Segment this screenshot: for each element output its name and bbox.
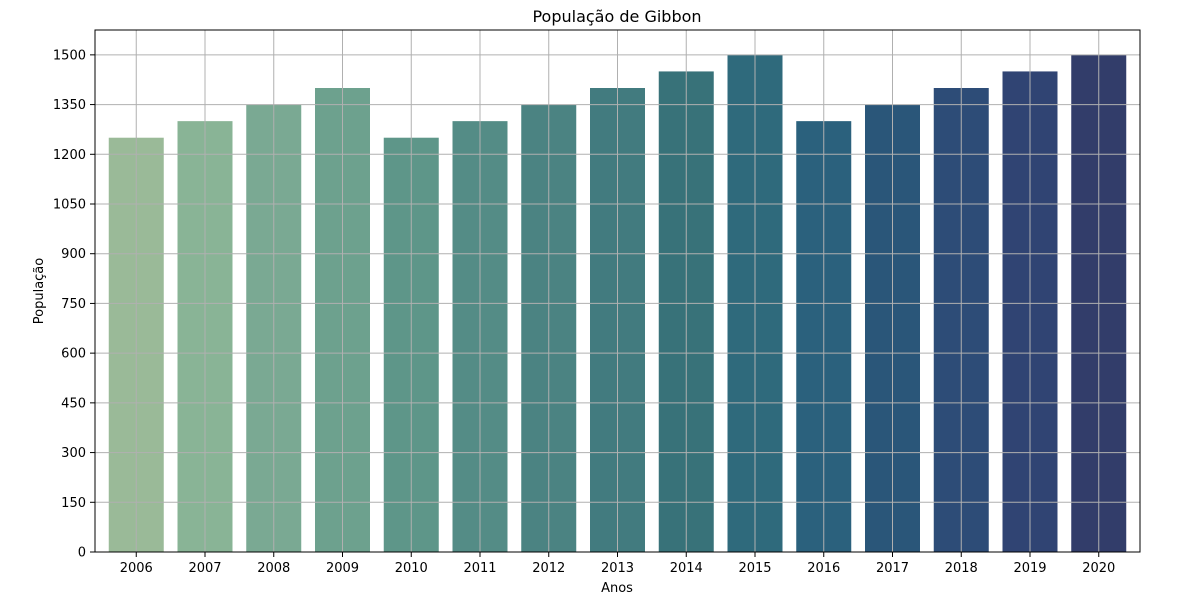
y-tick-label: 1350 [53,98,86,113]
y-tick-label: 150 [61,496,86,511]
y-axis-title: População [32,258,47,325]
y-tick-label: 0 [78,546,86,561]
y-tick-label: 750 [61,297,86,312]
chart-title: População de Gibbon [532,7,701,26]
y-tick-label: 300 [61,446,86,461]
x-tick-label: 2012 [532,561,565,576]
x-tick-label: 2018 [945,561,978,576]
x-axis-title: Anos [601,581,633,596]
y-tick-label: 600 [61,347,86,362]
axis-ticks: 0 150 300 450 600 750 900 1050 1200 1350 1500 2006 2… [53,48,1115,576]
y-tick-label: 900 [61,247,86,262]
plot-frame [94,29,1141,553]
y-tick-label: 1050 [53,198,86,213]
x-tick-label: 2020 [1082,561,1115,576]
x-tick-label: 2009 [326,561,359,576]
grid-lines [95,30,1140,553]
x-tick-label: 2019 [1013,561,1046,576]
x-tick-label: 2016 [807,561,840,576]
y-tick-label: 1200 [53,148,86,163]
x-tick-label: 2008 [257,561,290,576]
x-tick-label: 2015 [738,561,771,576]
x-tick-label: 2006 [120,561,153,576]
x-tick-label: 2010 [395,561,428,576]
x-tick-label: 2013 [601,561,634,576]
y-tick-label: 450 [61,396,86,411]
x-tick-label: 2011 [463,561,496,576]
y-tick-label: 1500 [53,48,86,63]
x-tick-label: 2014 [670,561,703,576]
x-tick-label: 2007 [188,561,221,576]
x-tick-label: 2017 [876,561,909,576]
